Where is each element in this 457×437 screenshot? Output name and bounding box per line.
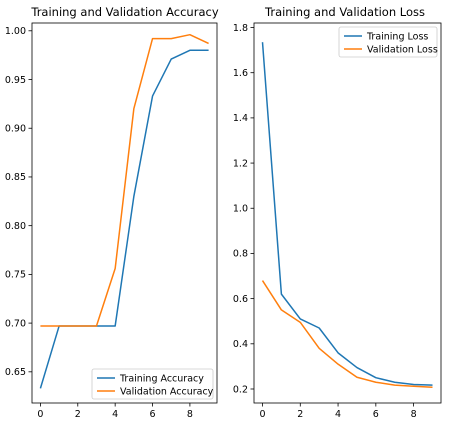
loss-y-tick-label: 1.4 bbox=[233, 113, 248, 124]
loss-legend-label-0: Training Loss bbox=[366, 31, 428, 42]
loss-y-tick-label: 1.0 bbox=[233, 204, 248, 215]
accuracy-series-line-1 bbox=[40, 33, 209, 327]
loss-y-tick-label: 0.8 bbox=[233, 249, 248, 260]
loss-legend-box bbox=[338, 26, 438, 58]
accuracy-chart-title: Training and Validation Accuracy bbox=[30, 5, 218, 19]
accuracy-series-group bbox=[39, 33, 209, 389]
accuracy-legend-box bbox=[91, 368, 214, 400]
loss-x-tick-label: 6 bbox=[373, 409, 379, 420]
accuracy-y-tick-label: 0.95 bbox=[5, 75, 26, 86]
accuracy-legend-label-1: Validation Accuracy bbox=[120, 386, 214, 397]
loss-y-tick-label: 1.8 bbox=[233, 23, 248, 34]
loss-axes-frame bbox=[253, 22, 442, 404]
loss-x-tick-label: 0 bbox=[259, 409, 265, 420]
loss-series-line-1 bbox=[261, 280, 433, 388]
loss-legend-label-1: Validation Loss bbox=[367, 44, 438, 55]
loss-x-tick-label: 2 bbox=[297, 409, 303, 420]
loss-x-tick-label: 8 bbox=[411, 409, 417, 420]
accuracy-y-tick-label: 0.65 bbox=[5, 367, 26, 378]
loss-x-tick-label: 4 bbox=[335, 409, 341, 420]
loss-y-tick-label: 1.6 bbox=[233, 68, 248, 79]
accuracy-x-tick-label: 6 bbox=[150, 409, 156, 420]
loss-y-tick-label: 0.6 bbox=[233, 294, 248, 305]
loss-chart-title: Training and Validation Loss bbox=[264, 5, 425, 19]
accuracy-x-tick-label: 2 bbox=[75, 409, 81, 420]
accuracy-y-tick-label: 0.75 bbox=[5, 270, 26, 281]
loss-series-line-0 bbox=[261, 42, 433, 386]
accuracy-x-tick-label: 0 bbox=[37, 409, 43, 420]
loss-y-tick-label: 0.2 bbox=[233, 384, 248, 395]
accuracy-x-tick-label: 4 bbox=[112, 409, 118, 420]
accuracy-panel: Training and Validation Accuracy 0 2 4 6 8 0.… bbox=[5, 5, 219, 420]
loss-panel: Training and Validation Loss 0 2 4 6 8 0.2 0.4… bbox=[233, 5, 442, 420]
accuracy-legend: Training Accuracy Validation Accuracy bbox=[91, 368, 214, 400]
accuracy-x-tick-label: 8 bbox=[187, 409, 193, 420]
accuracy-y-tick-label: 0.70 bbox=[5, 318, 26, 329]
loss-legend: Training Loss Validation Loss bbox=[338, 26, 438, 58]
loss-y-tick-label: 0.4 bbox=[233, 339, 248, 350]
accuracy-legend-label-0: Training Accuracy bbox=[119, 373, 204, 384]
accuracy-y-tick-label: 0.85 bbox=[5, 172, 26, 183]
accuracy-y-tick-label: 0.80 bbox=[5, 221, 26, 232]
loss-series-group bbox=[261, 42, 433, 388]
accuracy-y-tick-label: 1.00 bbox=[5, 26, 26, 37]
loss-y-tick-label: 1.2 bbox=[233, 158, 248, 169]
accuracy-axes-frame bbox=[31, 22, 218, 404]
accuracy-y-tick-label: 0.90 bbox=[5, 124, 26, 135]
